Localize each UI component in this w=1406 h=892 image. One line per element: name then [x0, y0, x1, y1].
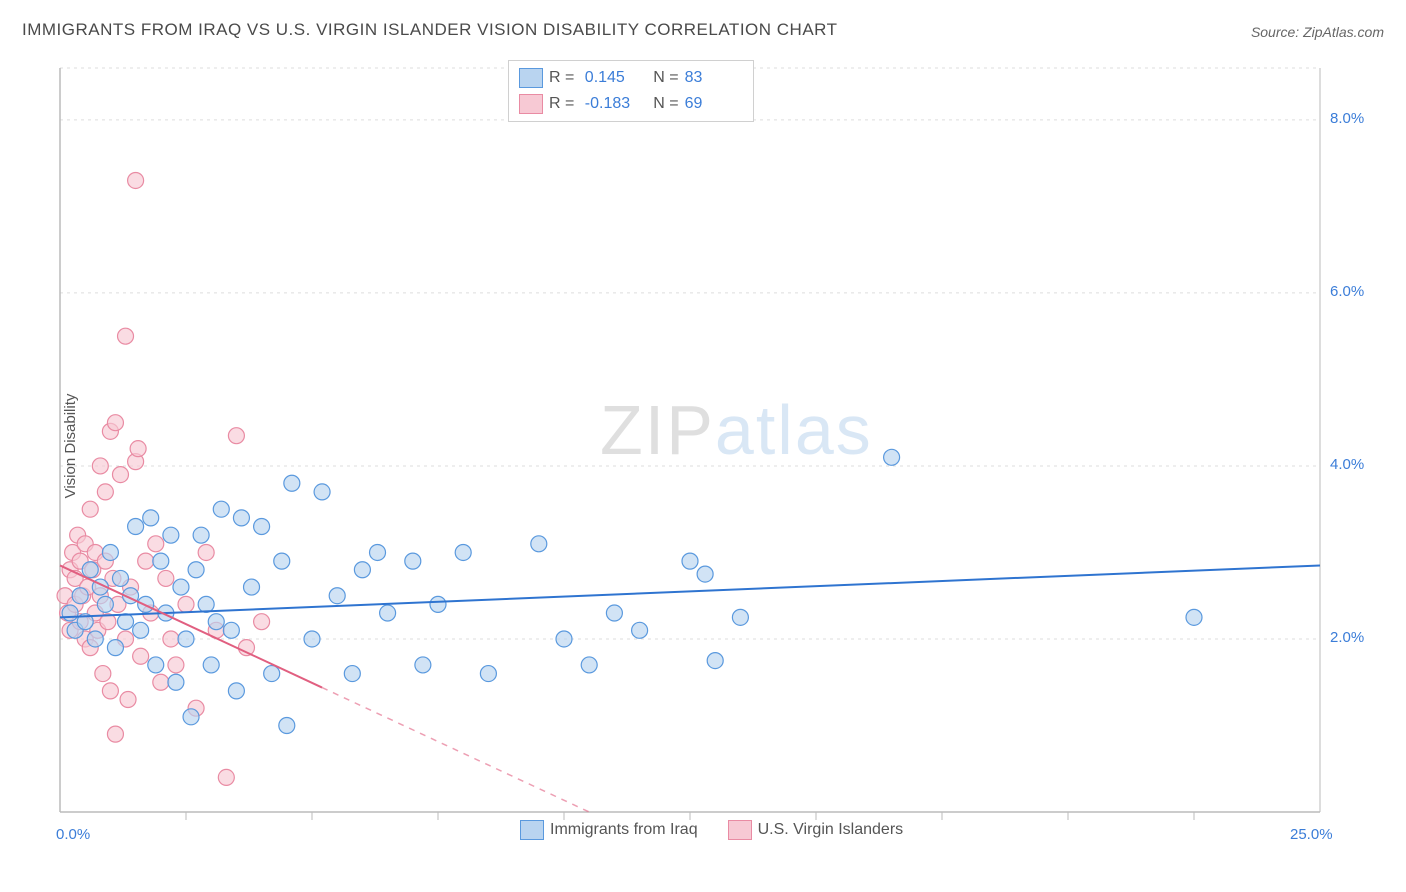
y-tick-label: 8.0%: [1330, 110, 1364, 127]
legend-swatch: [519, 94, 543, 114]
legend-correlation-box: R = 0.145 N = 83 R = -0.183 N = 69: [508, 60, 754, 122]
plot-area: ZIPatlas R = 0.145 N =83R = -0.183 N =69…: [50, 60, 1330, 830]
x-tick-label: 0.0%: [56, 826, 90, 843]
chart-title: IMMIGRANTS FROM IRAQ VS U.S. VIRGIN ISLA…: [22, 20, 838, 40]
legend-r-value: -0.183: [580, 91, 638, 117]
legend-series-label: U.S. Virgin Islanders: [758, 821, 904, 838]
legend-row-usvi: R = -0.183 N = 69: [519, 91, 743, 117]
legend-series-iraq: Immigrants from Iraq: [520, 820, 698, 840]
legend-r-label: R =: [549, 65, 574, 91]
legend-r-value: 0.145: [580, 65, 638, 91]
source-label: Source: ZipAtlas.com: [1251, 24, 1384, 40]
legend-r-label: R =: [549, 91, 574, 117]
legend-swatch: [519, 68, 543, 88]
legend-swatch: [520, 820, 544, 840]
y-tick-label: 6.0%: [1330, 283, 1364, 300]
legend-row-iraq: R = 0.145 N = 83: [519, 65, 743, 91]
legend-n-label: N =: [644, 91, 678, 117]
x-tick-label: 25.0%: [1290, 826, 1333, 843]
legend-series: Immigrants from Iraq U.S. Virgin Islander…: [520, 820, 903, 840]
legend-swatch: [728, 820, 752, 840]
legend-series-usvi: U.S. Virgin Islanders: [728, 820, 904, 840]
y-tick-label: 2.0%: [1330, 629, 1364, 646]
chart-svg: [50, 60, 1330, 830]
y-tick-label: 4.0%: [1330, 456, 1364, 473]
legend-n-value: 69: [685, 91, 743, 117]
legend-n-value: 83: [685, 65, 743, 91]
legend-series-label: Immigrants from Iraq: [550, 821, 698, 838]
legend-n-label: N =: [644, 65, 678, 91]
